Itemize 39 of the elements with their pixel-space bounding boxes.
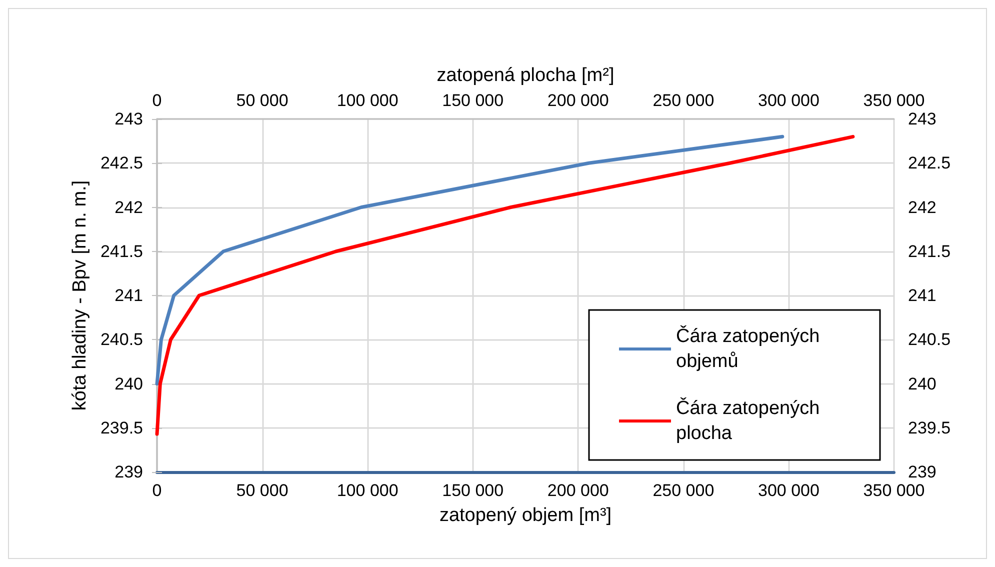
y2-tick-label: 242 [908,198,936,217]
x-tick-label: 250 000 [652,481,714,500]
y2-tick-label: 241 [908,286,936,305]
y-tick-label: 241 [114,286,143,305]
x2-tick-label: 300 000 [758,91,820,110]
x2-tick-label: 250 000 [652,91,714,110]
x-tick-label: 50 000 [236,481,288,500]
x2-tick-label: 150 000 [442,91,504,110]
x-tick-label: 100 000 [336,481,398,500]
y2-tick-label: 240 [908,374,936,394]
x2-tick-label: 50 000 [236,91,288,110]
y-tick-label: 242.5 [100,154,143,173]
x-axis-title: zatopený objem [m³] [439,505,612,526]
y-tick-label: 239 [114,462,143,482]
y2-tick-label: 239 [908,462,936,482]
x2-axis-title: zatopená plocha [m²] [436,65,614,86]
x2-tick-label: 100 000 [336,91,398,110]
y-axis-title: kóta hladiny - Bpv [m n. m.] [70,180,91,411]
y-tick-label: 240.5 [100,330,143,350]
y-tick-label: 240 [114,374,143,394]
y-tick-label: 242 [114,198,143,217]
legend-label: Čára zatopených objemů [676,325,825,372]
legend-label: Čára zatopených plocha [676,397,825,444]
x2-tick-label: 200 000 [547,91,609,110]
y2-tick-label: 240.5 [908,330,951,350]
x-tick-label: 0 [152,481,162,500]
y-tick-label: 243 [114,110,143,128]
x-tick-label: 350 000 [863,481,925,500]
x2-tick-label: 0 [152,91,162,110]
y2-tick-label: 243 [908,110,936,128]
x-tick-label: 300 000 [758,481,820,500]
x2-tick-label: 350 000 [863,91,925,110]
y-tick-label: 239.5 [100,418,143,438]
y-tick-label: 241.5 [100,242,143,261]
x-tick-label: 200 000 [547,481,609,500]
x-tick-label: 150 000 [442,481,504,500]
y2-tick-label: 241.5 [908,242,951,261]
y2-tick-label: 242.5 [908,154,951,173]
y2-tick-label: 239.5 [908,418,951,438]
